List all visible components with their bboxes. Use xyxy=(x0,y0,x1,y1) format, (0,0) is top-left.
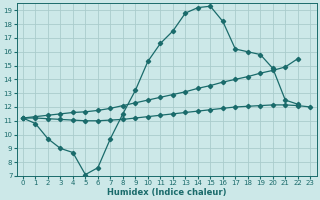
X-axis label: Humidex (Indice chaleur): Humidex (Indice chaleur) xyxy=(107,188,226,197)
